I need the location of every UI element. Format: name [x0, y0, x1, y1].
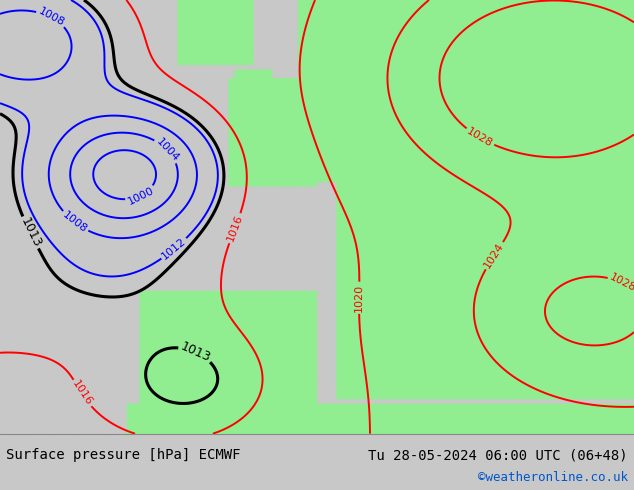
- Text: 1013: 1013: [18, 216, 43, 249]
- Text: 1008: 1008: [60, 210, 89, 235]
- Text: 1020: 1020: [354, 284, 365, 312]
- Text: 1016: 1016: [70, 379, 94, 408]
- Text: 1013: 1013: [178, 340, 212, 365]
- Text: 1028: 1028: [465, 126, 495, 149]
- Text: 1004: 1004: [154, 136, 181, 164]
- Text: 1000: 1000: [126, 185, 155, 206]
- Text: Tu 28-05-2024 06:00 UTC (06+48): Tu 28-05-2024 06:00 UTC (06+48): [368, 448, 628, 462]
- Text: 1024: 1024: [482, 241, 506, 270]
- Text: 1008: 1008: [37, 6, 66, 28]
- Text: ©weatheronline.co.uk: ©weatheronline.co.uk: [477, 471, 628, 484]
- Text: 1016: 1016: [226, 213, 245, 243]
- Text: Surface pressure [hPa] ECMWF: Surface pressure [hPa] ECMWF: [6, 448, 241, 462]
- Text: 1028: 1028: [608, 272, 634, 294]
- Text: 1012: 1012: [160, 236, 188, 262]
